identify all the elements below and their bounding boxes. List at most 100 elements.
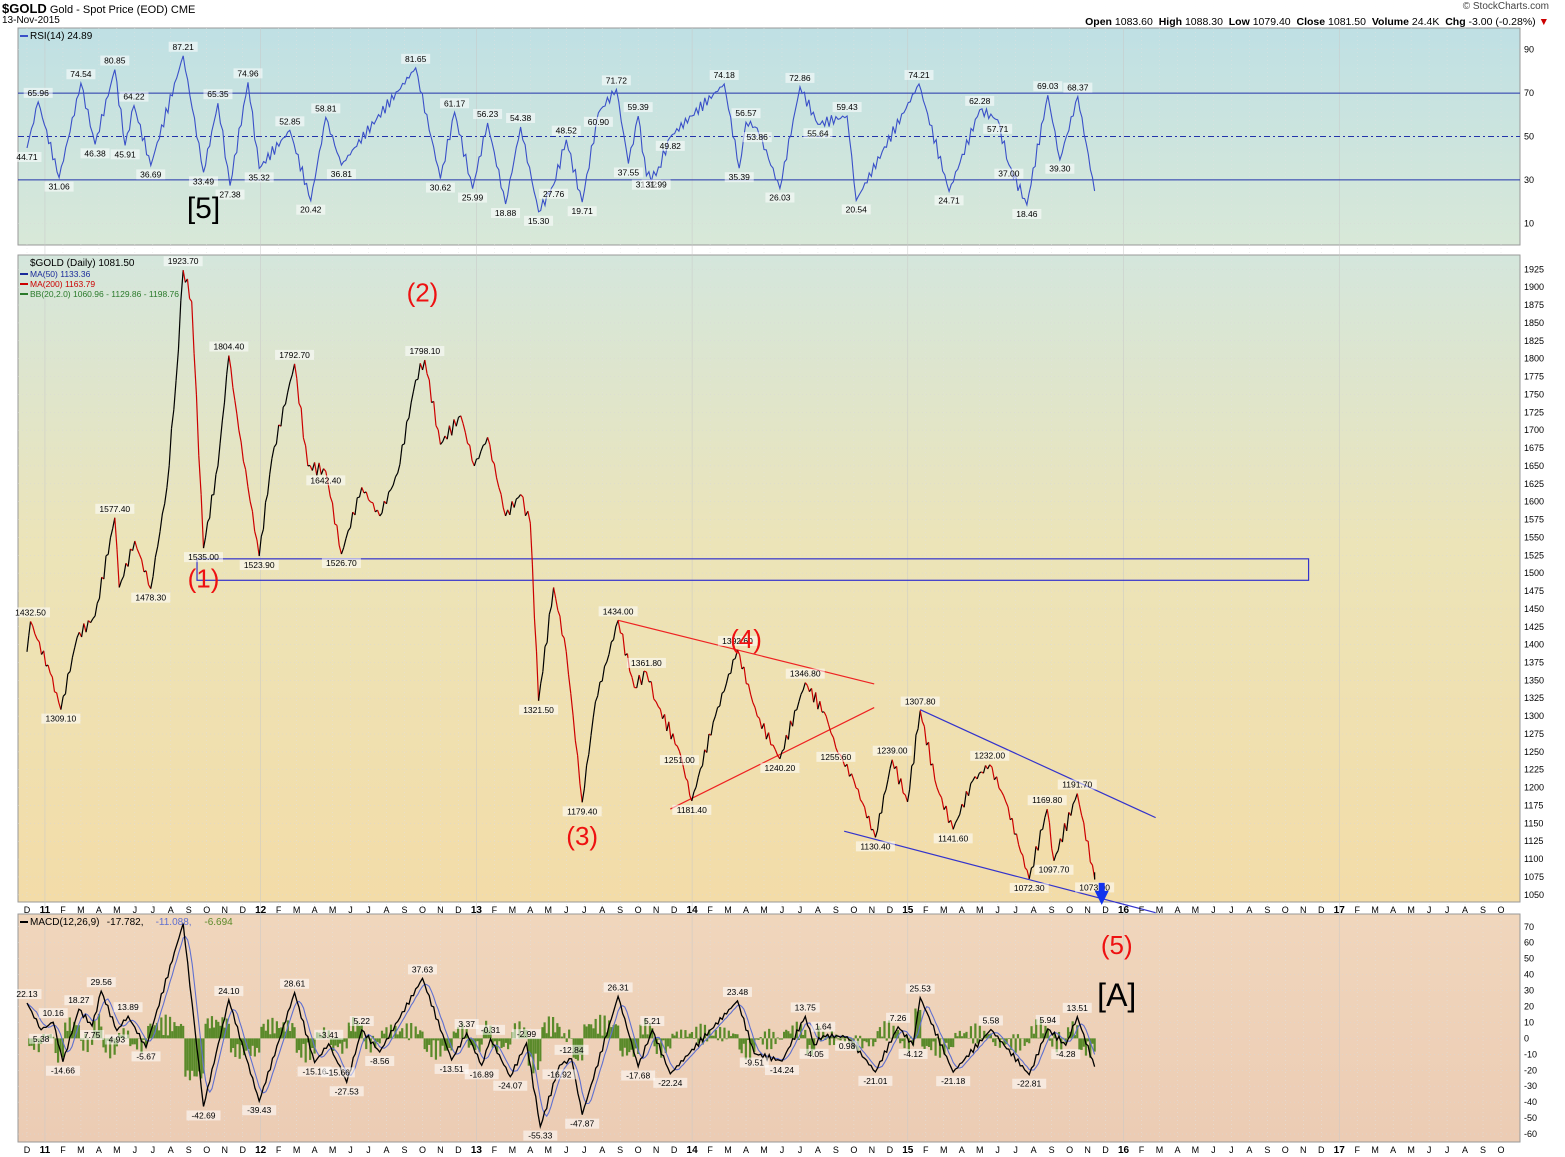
- price-data-label-bg: [1034, 864, 1074, 875]
- price-bar: [240, 442, 244, 462]
- price-bar: [343, 538, 347, 548]
- macd-data-label-bg: [1035, 1014, 1060, 1025]
- rsi-data-label-bg: [832, 102, 862, 113]
- price-bar: [815, 692, 819, 710]
- price-bar: [437, 429, 442, 445]
- price-bar: [828, 724, 832, 734]
- macd-data-label: -47.87: [570, 1119, 594, 1129]
- macd-data-label: 5.58: [983, 1015, 1000, 1025]
- price-bar: [804, 682, 808, 686]
- price-bar: [945, 805, 950, 823]
- x-tick-label-bottom: F: [60, 1145, 66, 1155]
- price-bar: [972, 776, 976, 781]
- x-tick-label: M: [1192, 905, 1200, 915]
- price-y-tick-label: 1750: [1524, 389, 1544, 399]
- x-tick-label: M: [724, 905, 732, 915]
- rsi-data-label-bg: [623, 102, 653, 113]
- macd-data-label-bg: [898, 1048, 928, 1059]
- price-bar: [579, 783, 583, 803]
- rsi-y-tick-label: 90: [1524, 45, 1534, 55]
- rsi-data-label: 39.30: [1049, 164, 1071, 174]
- price-bar: [1042, 817, 1046, 830]
- price-bar: [887, 768, 891, 780]
- price-bar: [313, 462, 318, 476]
- price-bar: [347, 527, 351, 532]
- price-bar: [957, 814, 961, 820]
- price-bar: [846, 764, 850, 777]
- macd-data-label-bg: [621, 1070, 656, 1081]
- price-bar: [529, 523, 533, 565]
- rsi-data-label-bg: [551, 125, 581, 136]
- x-tick-label-bottom: O: [1282, 1145, 1289, 1155]
- price-bar: [376, 509, 381, 517]
- rsi-data-label: 52.85: [279, 116, 301, 126]
- price-bar: [746, 683, 749, 685]
- price-bar: [269, 458, 273, 475]
- macd-data-label: -39.43: [247, 1105, 271, 1115]
- price-bar: [976, 773, 980, 780]
- price-bar: [1061, 823, 1066, 843]
- price-bar: [550, 587, 555, 607]
- rsi-data-label: 65.35: [207, 89, 229, 99]
- price-data-label-bg: [659, 755, 699, 766]
- x-tick-label: J: [133, 905, 138, 915]
- macd-data-label: 3.37: [458, 1019, 475, 1029]
- open-value: 1083.60: [1114, 16, 1153, 28]
- macd-data-label: -21.18: [941, 1076, 965, 1086]
- x-tick-label: J: [348, 905, 353, 915]
- price-bar: [685, 777, 689, 782]
- price-bar: [180, 270, 184, 302]
- price-bar: [747, 684, 752, 695]
- rsi-data-label-bg: [458, 192, 488, 203]
- price-bar: [987, 764, 991, 770]
- price-bar: [85, 620, 89, 633]
- price-bar: [567, 674, 572, 694]
- price-data-label: 1097.70: [1039, 865, 1070, 875]
- price-bar: [504, 509, 509, 517]
- macd-data-label-bg: [242, 1105, 277, 1116]
- price-y-tick-label: 1525: [1524, 550, 1544, 560]
- price-data-label: 1478.30: [135, 593, 166, 603]
- rsi-data-label: 35.32: [249, 172, 271, 182]
- price-bar: [906, 789, 911, 803]
- price-bar: [491, 460, 495, 465]
- x-tick-label: M: [329, 905, 337, 915]
- macd-data-label-bg: [858, 1075, 893, 1086]
- price-data-label-bg: [970, 750, 1010, 761]
- price-data-label-bg: [1027, 795, 1067, 806]
- price-y-tick-label: 1800: [1524, 354, 1544, 364]
- close-value: 1081.50: [1328, 16, 1366, 28]
- price-data-label-bg: [562, 806, 602, 817]
- x-tick-label-bottom: 16: [1118, 1145, 1130, 1156]
- price-bar: [911, 762, 915, 767]
- price-legend-item: MA(200) 1163.79: [30, 279, 95, 289]
- high-value: 1088.30: [1184, 16, 1223, 28]
- rsi-data-label-bg: [524, 215, 554, 226]
- price-data-label: 1179.40: [567, 806, 597, 816]
- macd-line: [26, 923, 1096, 1130]
- price-bar: [1076, 793, 1081, 805]
- price-bar: [1070, 803, 1074, 816]
- macd-data-label-bg: [603, 982, 633, 993]
- macd-data-label-bg: [523, 1130, 558, 1141]
- price-bar: [779, 751, 783, 760]
- rsi-data-label-bg: [80, 148, 110, 159]
- price-bar: [54, 691, 57, 694]
- x-tick-label: A: [743, 905, 749, 915]
- macd-data-label-bg: [113, 1002, 143, 1013]
- macd-data-label-bg: [905, 983, 935, 994]
- price-bar: [1053, 854, 1057, 861]
- rsi-data-label: 15.30: [528, 216, 550, 226]
- x-tick-label-bottom: M: [293, 1145, 301, 1155]
- x-tick-label-bottom: F: [492, 1145, 498, 1155]
- stockcharts-brand[interactable]: © StockCharts.com: [1462, 1, 1549, 12]
- price-bar: [710, 721, 714, 736]
- x-tick-label: A: [312, 905, 318, 915]
- rsi-data-label: 20.42: [300, 205, 322, 215]
- price-bar: [406, 417, 410, 422]
- price-legend: $GOLD (Daily) 1081.50: [30, 258, 135, 269]
- rsi-data-label-bg: [765, 192, 795, 203]
- price-bar: [424, 359, 428, 374]
- price-bar: [60, 696, 64, 710]
- x-tick-label: S: [401, 905, 407, 915]
